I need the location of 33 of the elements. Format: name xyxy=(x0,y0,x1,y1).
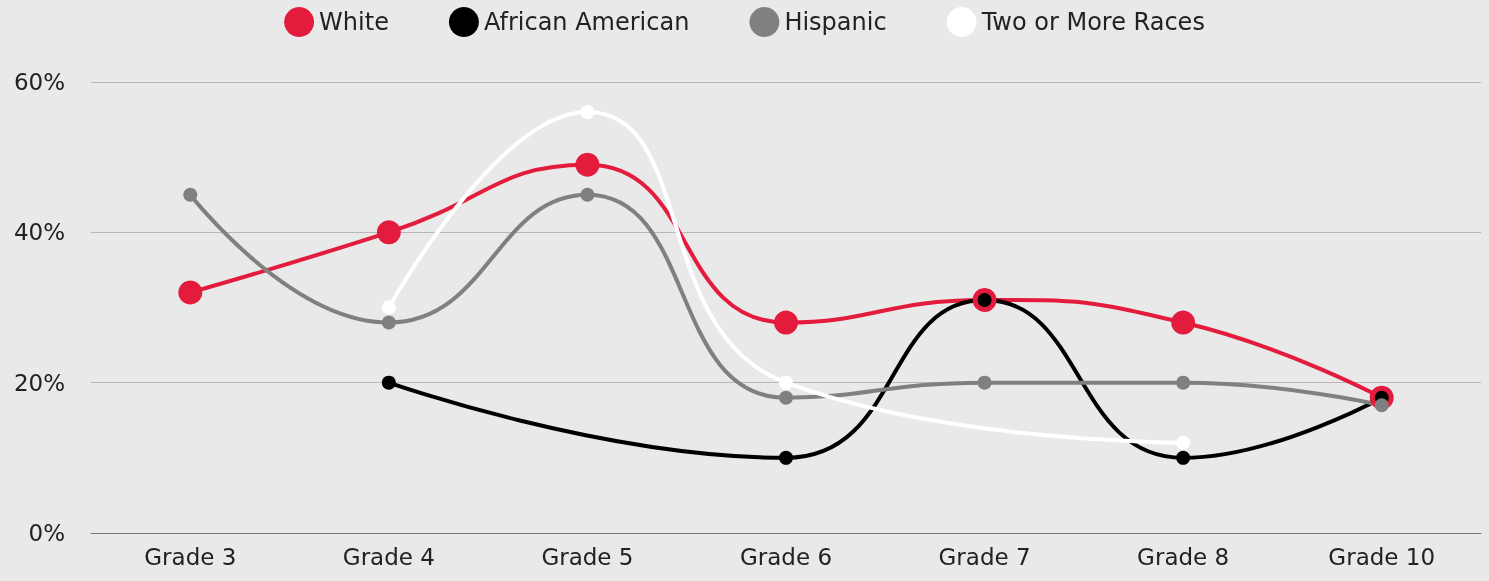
point xyxy=(1171,310,1196,335)
legend-label: Hispanic xyxy=(784,8,887,36)
point xyxy=(779,390,793,405)
point xyxy=(1176,375,1191,390)
x-tick-label: Grade 7 xyxy=(938,543,1031,570)
point xyxy=(580,187,595,202)
x-tick-label: Grade 3 xyxy=(144,543,237,570)
point xyxy=(977,375,992,390)
x-tick-label: Grade 8 xyxy=(1137,543,1230,570)
x-tick-label: Grade 10 xyxy=(1328,543,1436,570)
y-tick-label: 0% xyxy=(28,520,65,546)
point xyxy=(1374,398,1389,413)
point xyxy=(779,375,793,390)
point xyxy=(575,152,600,177)
point xyxy=(183,187,198,202)
point xyxy=(376,220,401,245)
point xyxy=(1176,435,1191,450)
y-tick-label: 40% xyxy=(13,219,65,246)
point xyxy=(381,300,396,315)
x-tick-label: Grade 4 xyxy=(342,543,435,570)
legend-label: African American xyxy=(483,8,690,36)
x-tick-label: Grade 6 xyxy=(739,543,833,570)
point xyxy=(1176,450,1191,465)
y-tick-label: 20% xyxy=(13,369,65,396)
y-tick-label: 60% xyxy=(13,69,65,95)
x-tick-label: Grade 5 xyxy=(541,543,634,570)
point xyxy=(774,310,798,335)
point xyxy=(779,450,793,465)
legend-label: White xyxy=(319,8,389,36)
legend-label: Two or More Races xyxy=(980,8,1205,36)
point xyxy=(381,375,396,390)
point xyxy=(381,315,396,330)
point xyxy=(178,280,203,305)
